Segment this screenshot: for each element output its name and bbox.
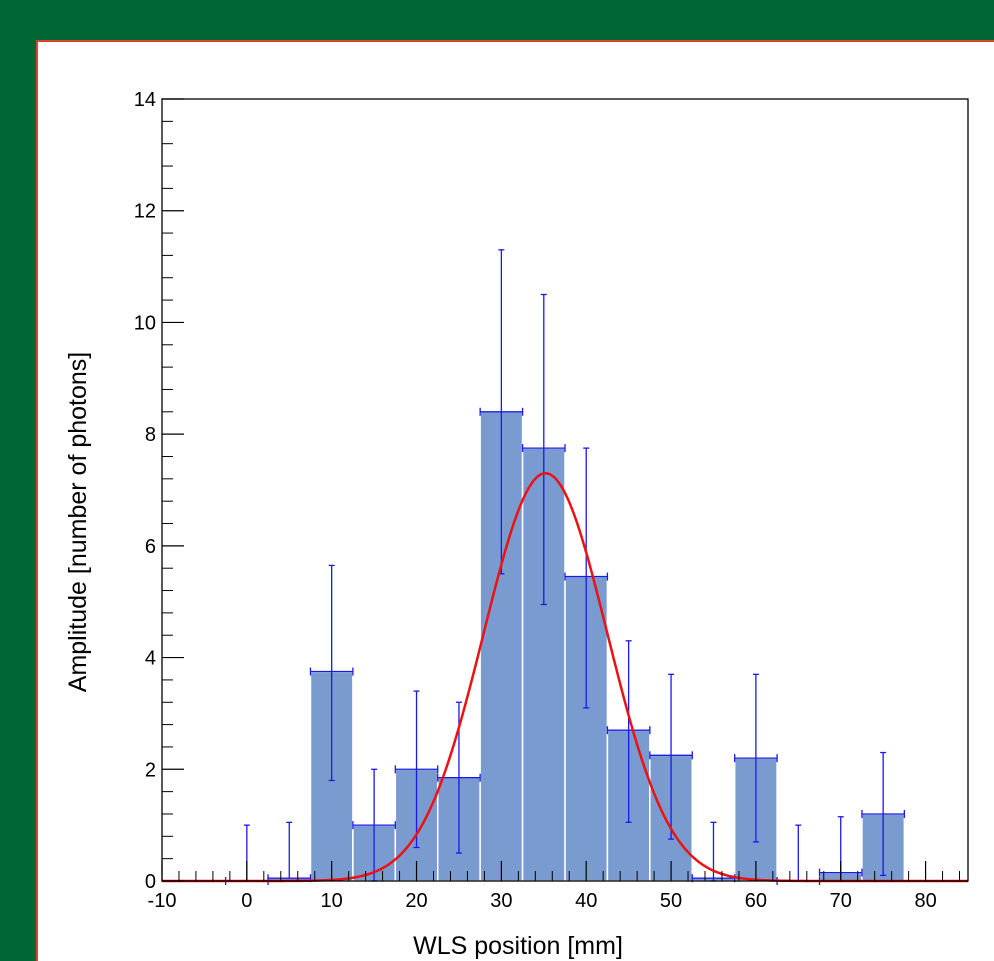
error-bar [734, 673, 778, 843]
x-tick-label: 70 [830, 890, 852, 912]
x-axis-title: WLS position [mm] [413, 932, 623, 960]
error-bar [267, 821, 312, 883]
plot-area-border [161, 98, 969, 882]
x-tick-label: 40 [575, 890, 597, 912]
error-bar [521, 293, 566, 606]
error-bar [776, 824, 821, 885]
x-axis-ticks: -10 0 10 20 30 40 50 60 70 80 [148, 861, 961, 912]
x-tick-label: 30 [490, 890, 512, 912]
error-bar [649, 673, 693, 840]
x-tick-label: 0 [241, 890, 252, 912]
error-bar [861, 751, 906, 877]
plot-frame: -10 0 10 20 30 40 50 60 70 80 0 2 4 6 8 10 12 14 WLS pos… [36, 40, 994, 961]
y-tick-label: 14 [134, 89, 156, 111]
error-bar [691, 821, 736, 883]
y-tick-label: 6 [145, 536, 156, 558]
error-bar [479, 249, 524, 575]
x-tick-label: 80 [914, 890, 936, 912]
error-bar [606, 640, 651, 823]
y-tick-label: 0 [145, 871, 156, 893]
y-axis-title: Amplitude [number of photons] [64, 352, 92, 692]
x-tick-label: -10 [148, 890, 177, 912]
axes [161, 98, 969, 882]
y-tick-label: 12 [134, 201, 156, 223]
error-bar [564, 447, 609, 709]
y-tick-label: 10 [134, 312, 156, 334]
error-bar [309, 564, 354, 782]
x-tick-label: 60 [745, 890, 767, 912]
x-tick-label: 10 [321, 890, 343, 912]
x-tick-label: 20 [405, 890, 427, 912]
y-tick-label: 4 [145, 648, 156, 670]
x-tick-label: 50 [660, 890, 682, 912]
error-bar [394, 690, 439, 849]
y-axis-ticks: 0 2 4 6 8 10 12 14 [134, 89, 184, 893]
error-bars [224, 249, 906, 885]
y-tick-label: 8 [145, 424, 156, 446]
y-tick-label: 2 [145, 759, 156, 781]
